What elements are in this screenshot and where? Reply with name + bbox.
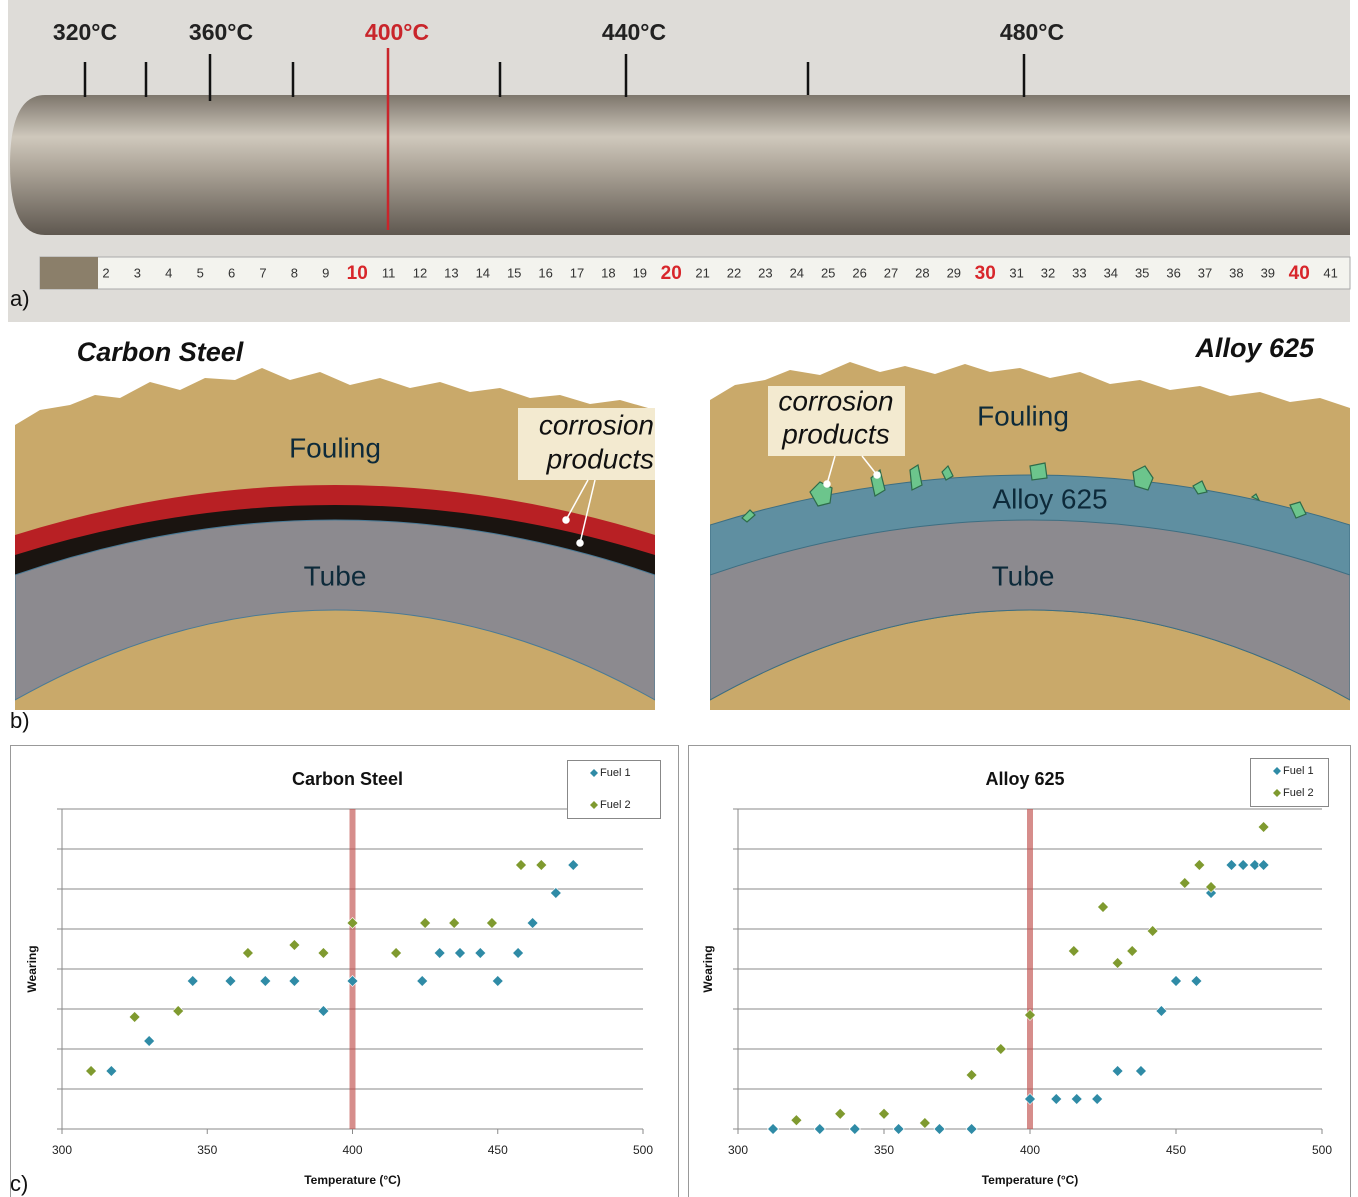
ruler-number: 5	[197, 265, 204, 280]
diagram-title: Carbon Steel	[77, 337, 244, 367]
corrosion-label: corrosion	[778, 385, 893, 416]
x-axis-label: Temperature (°C)	[982, 1173, 1079, 1187]
corrosion-label: corrosion	[539, 409, 654, 440]
x-tick-label: 400	[1020, 1143, 1040, 1157]
ruler-number: 35	[1135, 265, 1149, 280]
x-tick-label: 500	[633, 1143, 653, 1157]
panel-label: c)	[10, 1171, 28, 1196]
ruler-number: 27	[884, 265, 898, 280]
x-tick-label: 300	[52, 1143, 72, 1157]
x-tick-label: 300	[728, 1143, 748, 1157]
ruler-number: 29	[947, 265, 961, 280]
tube-rod	[10, 95, 1350, 235]
temperature-label: 320°C	[53, 19, 117, 45]
ruler-number: 26	[852, 265, 866, 280]
ruler-number: 19	[633, 265, 647, 280]
ruler-number: 15	[507, 265, 521, 280]
ruler-number: 4	[165, 265, 172, 280]
ruler-number: 40	[1289, 263, 1310, 284]
ruler-number: 16	[538, 265, 552, 280]
ruler-number: 25	[821, 265, 835, 280]
ruler-number: 9	[322, 265, 329, 280]
ruler-number: 30	[975, 263, 996, 284]
alloy-label: Alloy 625	[992, 483, 1107, 514]
legend-label: Fuel 2	[1283, 787, 1314, 799]
y-axis-label: Wearing	[25, 945, 39, 992]
ruler-number: 11	[382, 265, 396, 280]
ruler-number: 20	[661, 263, 682, 284]
corrosion-label: products	[546, 443, 654, 474]
ruler-number: 21	[695, 265, 709, 280]
temperature-label: 480°C	[1000, 19, 1064, 45]
ruler-number: 18	[601, 265, 615, 280]
panel-label: b)	[10, 708, 30, 733]
ruler-number: 8	[291, 265, 298, 280]
legend-label: Fuel 1	[600, 767, 631, 779]
x-axis-label: Temperature (°C)	[304, 1173, 401, 1187]
tube-label: Tube	[992, 560, 1055, 591]
figure: 320°C360°C400°C440°C480°C 23456789101112…	[0, 0, 1358, 1197]
ruler-number: 37	[1198, 265, 1212, 280]
ruler-number: 2	[102, 265, 109, 280]
temperature-label: 360°C	[189, 19, 253, 45]
chart-title: Alloy 625	[985, 769, 1064, 789]
ruler-number: 12	[413, 265, 427, 280]
x-tick-label: 400	[342, 1143, 362, 1157]
ruler-number: 10	[347, 263, 368, 284]
tape-end	[40, 257, 98, 289]
panel-label: a)	[10, 286, 30, 311]
y-axis-label: Wearing	[701, 945, 715, 992]
x-tick-label: 450	[488, 1143, 508, 1157]
ruler-number: 32	[1041, 265, 1055, 280]
legend-label: Fuel 2	[600, 799, 631, 811]
ruler-number: 28	[915, 265, 929, 280]
ruler-number: 24	[790, 265, 804, 280]
legend-label: Fuel 1	[1283, 765, 1314, 777]
ruler-number: 33	[1072, 265, 1086, 280]
x-tick-label: 350	[874, 1143, 894, 1157]
x-tick-label: 350	[197, 1143, 217, 1157]
temperature-label: 440°C	[602, 19, 666, 45]
ruler-number: 6	[228, 265, 235, 280]
ruler-number: 34	[1104, 265, 1118, 280]
fouling-label: Fouling	[289, 432, 381, 463]
ruler-number: 31	[1009, 265, 1023, 280]
ruler-number: 3	[134, 265, 141, 280]
ruler-number: 14	[476, 265, 490, 280]
reference-line	[350, 809, 356, 1129]
x-tick-label: 450	[1166, 1143, 1186, 1157]
ruler-number: 41	[1323, 265, 1337, 280]
corrosion-label: products	[781, 418, 889, 449]
ruler-number: 7	[259, 265, 266, 280]
ruler-number: 39	[1261, 265, 1275, 280]
ruler-number: 38	[1229, 265, 1243, 280]
ruler-number: 22	[727, 265, 741, 280]
chart-title: Carbon Steel	[292, 769, 403, 789]
reference-line	[1027, 809, 1033, 1129]
temperature-label: 400°C	[365, 19, 429, 45]
ruler-number: 13	[444, 265, 458, 280]
diagram-title: Alloy 625	[1194, 333, 1315, 363]
fouling-label: Fouling	[977, 400, 1069, 431]
x-tick-label: 500	[1312, 1143, 1332, 1157]
ruler-number: 36	[1166, 265, 1180, 280]
tube-label: Tube	[304, 560, 367, 591]
ruler-number: 17	[570, 265, 584, 280]
ruler-number: 23	[758, 265, 772, 280]
